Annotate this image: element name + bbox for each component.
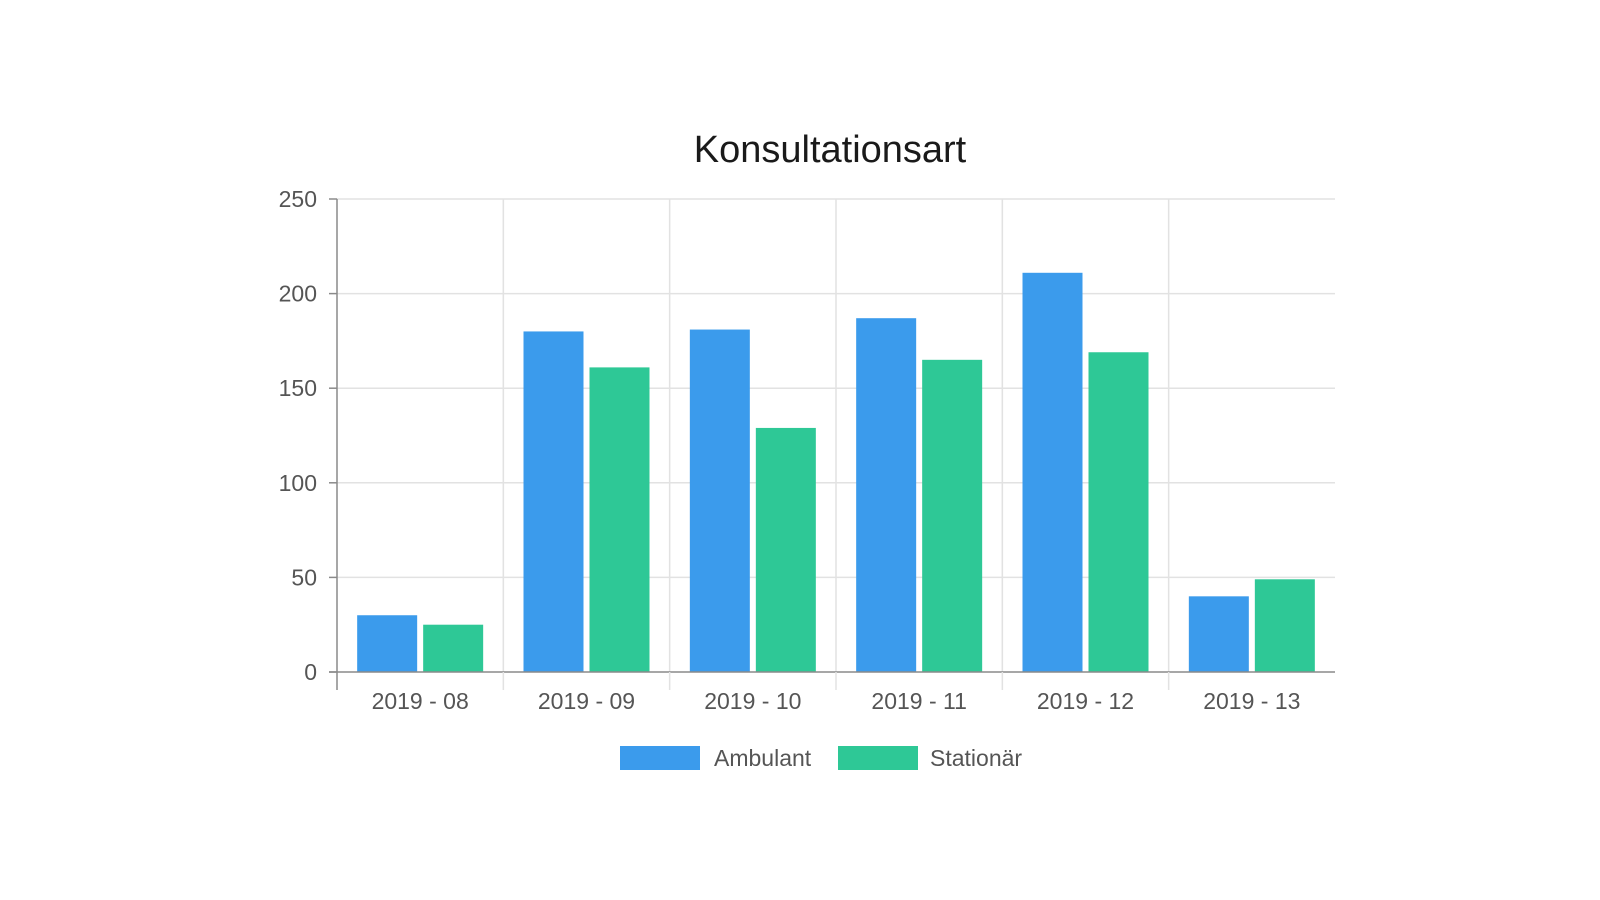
x-tick-label: 2019 - 08 — [372, 688, 469, 714]
axes — [329, 199, 1335, 690]
y-tick-label: 100 — [279, 470, 317, 496]
bar-stationar-4[interactable] — [1088, 352, 1149, 672]
x-tick-label: 2019 - 12 — [1037, 688, 1134, 714]
y-axis-ticks: 0 50 100 150 200 250 — [279, 186, 337, 685]
bar-stationar-0[interactable] — [423, 624, 484, 672]
x-tick-label: 2019 - 13 — [1203, 688, 1300, 714]
chart-title: Konsultationsart — [694, 129, 967, 171]
bar-ambulant-3[interactable] — [856, 318, 917, 672]
x-tick-label: 2019 - 09 — [538, 688, 635, 714]
x-tick-label: 2019 - 11 — [871, 688, 966, 714]
legend[interactable]: Ambulant Stationär — [620, 745, 1022, 771]
x-tick-label: 2019 - 10 — [704, 688, 801, 714]
y-tick-label: 0 — [304, 659, 317, 685]
bar-stationar-1[interactable] — [589, 367, 650, 672]
bars — [357, 272, 1315, 672]
bar-ambulant-5[interactable] — [1188, 596, 1249, 672]
y-tick-label: 150 — [279, 375, 317, 401]
bar-ambulant-2[interactable] — [689, 329, 750, 672]
bar-ambulant-0[interactable] — [357, 615, 418, 672]
x-axis-ticks: 2019 - 08 2019 - 09 2019 - 10 2019 - 11 2019… — [372, 672, 1300, 714]
bar-stationar-3[interactable] — [922, 359, 983, 672]
grid — [337, 198, 1335, 672]
bar-stationar-5[interactable] — [1254, 579, 1315, 672]
legend-label: Stationär — [930, 745, 1022, 771]
bar-ambulant-1[interactable] — [523, 331, 584, 672]
bar-ambulant-4[interactable] — [1022, 272, 1083, 672]
bar-stationar-2[interactable] — [755, 427, 816, 672]
y-tick-label: 50 — [291, 564, 317, 590]
legend-swatch — [838, 746, 918, 770]
y-tick-label: 200 — [279, 281, 317, 307]
y-tick-label: 250 — [279, 186, 317, 212]
legend-label: Ambulant — [714, 745, 812, 771]
legend-swatch — [620, 746, 700, 770]
legend-item-ambulant[interactable]: Ambulant — [620, 745, 812, 771]
legend-item-stationar[interactable]: Stationär — [838, 745, 1022, 771]
